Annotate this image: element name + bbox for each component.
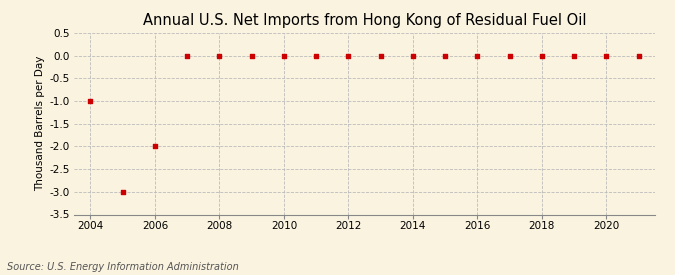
Point xyxy=(310,53,321,58)
Point xyxy=(117,190,128,194)
Point xyxy=(439,53,450,58)
Point xyxy=(472,53,483,58)
Point xyxy=(214,53,225,58)
Point xyxy=(85,99,96,103)
Point xyxy=(633,53,644,58)
Point xyxy=(375,53,386,58)
Y-axis label: Thousand Barrels per Day: Thousand Barrels per Day xyxy=(36,56,45,191)
Point xyxy=(537,53,547,58)
Text: Source: U.S. Energy Information Administration: Source: U.S. Energy Information Administ… xyxy=(7,262,238,272)
Point xyxy=(149,144,160,148)
Title: Annual U.S. Net Imports from Hong Kong of Residual Fuel Oil: Annual U.S. Net Imports from Hong Kong o… xyxy=(142,13,587,28)
Point xyxy=(343,53,354,58)
Point xyxy=(504,53,515,58)
Point xyxy=(279,53,290,58)
Point xyxy=(408,53,418,58)
Point xyxy=(569,53,580,58)
Point xyxy=(246,53,257,58)
Point xyxy=(601,53,612,58)
Point xyxy=(182,53,192,58)
